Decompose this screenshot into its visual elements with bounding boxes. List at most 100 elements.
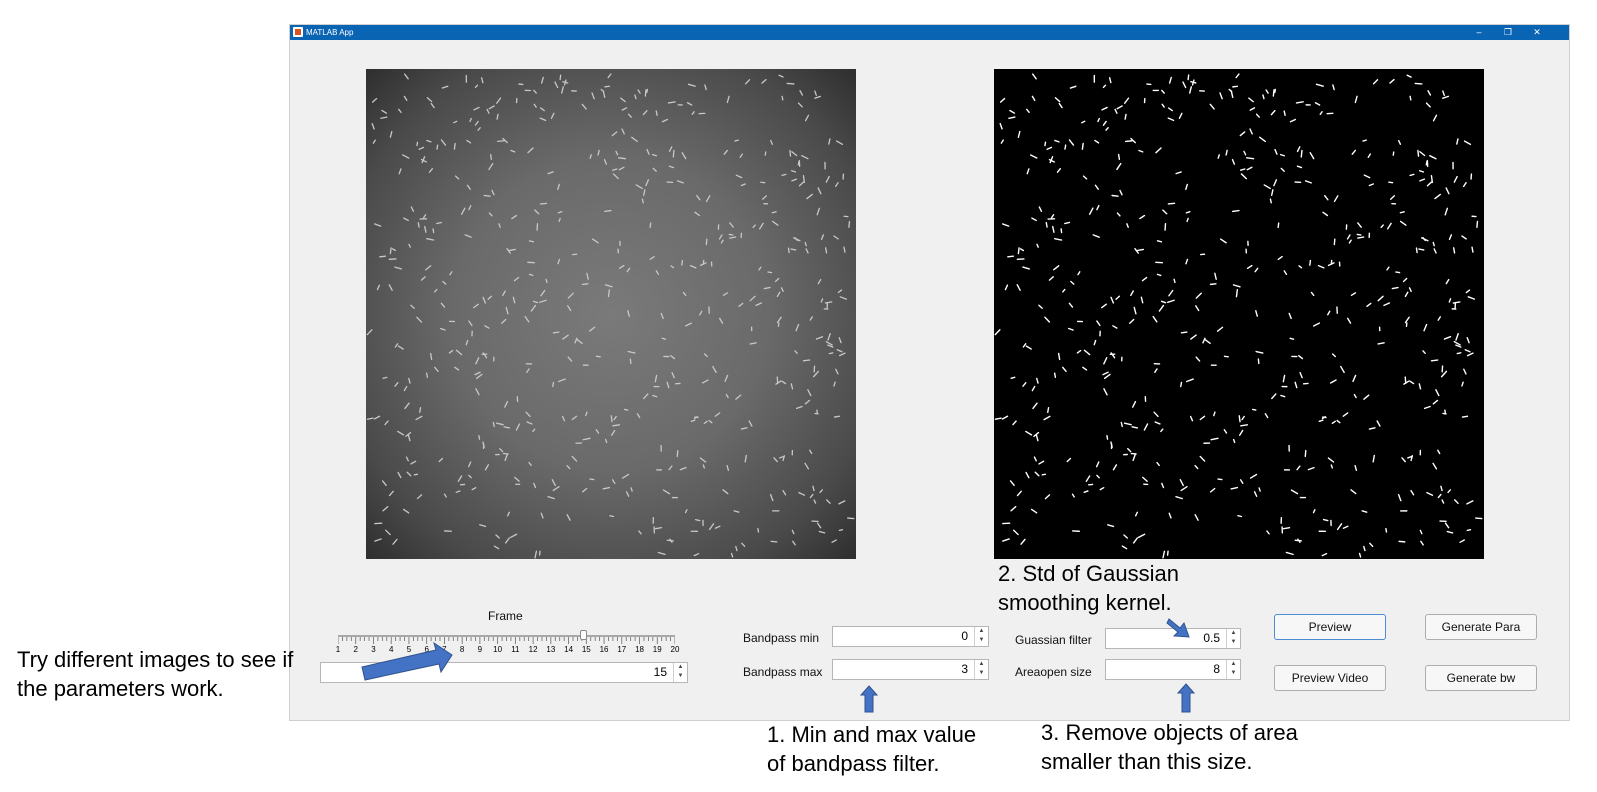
annotation-bandpass-line1: 1. Min and max value [767,722,977,747]
particle [612,173,619,180]
close-icon[interactable]: ✕ [1533,27,1541,37]
particle [1082,175,1088,180]
particle [482,441,485,448]
particle [464,234,472,238]
particle [449,271,453,276]
particle [600,88,605,93]
particle [1249,107,1256,111]
particle [1318,419,1324,423]
frame-spinner-arrows[interactable]: ▲ ▼ [673,663,687,682]
particle [604,85,611,88]
particle [1465,289,1471,294]
particle [562,81,569,84]
particle [1095,461,1100,468]
particle [1025,471,1030,479]
particle [1161,103,1165,108]
particle [1442,90,1446,97]
particle [1001,415,1009,420]
particle [782,489,787,496]
particle [1297,538,1301,543]
particle [567,305,572,312]
particle [380,116,388,119]
bandpass-min-spinner[interactable]: 0 ▲ ▼ [832,626,989,647]
particle [722,489,729,495]
particle [791,178,798,182]
particle [1461,235,1467,240]
particle [1185,183,1189,191]
particle [1124,140,1133,143]
frame-slider-thumb[interactable] [580,630,587,640]
gaussian-filter-value: 0.5 [1203,631,1220,645]
particle [769,493,774,502]
bandpass-max-arrows[interactable]: ▲ ▼ [974,660,988,679]
bandpass-max-spinner[interactable]: 3 ▲ ▼ [832,659,989,680]
minimize-icon[interactable]: – [1476,27,1482,37]
particle [1444,207,1449,216]
particle [493,545,500,550]
particle [589,478,595,481]
particle [1447,489,1452,494]
particle [1034,471,1040,477]
particle [1178,112,1183,119]
particle [1444,409,1447,415]
preview-button[interactable]: Preview [1274,614,1386,640]
areaopen-size-spinner[interactable]: 8 ▲ ▼ [1105,659,1241,680]
particle [455,490,461,493]
generate-para-button[interactable]: Generate Para [1425,614,1537,640]
particle [1235,73,1240,79]
particle [582,437,591,441]
particle [994,417,1002,420]
particle [496,113,499,120]
bandpass-min-arrows[interactable]: ▲ ▼ [974,627,988,646]
particle [762,195,767,200]
particle [1404,291,1409,298]
particle [702,464,705,469]
particle [1112,464,1118,471]
particle [571,415,578,421]
particle [1243,150,1247,156]
particle [1167,117,1175,122]
particle [795,323,800,332]
frame-slider[interactable] [338,635,675,637]
particle [839,296,848,300]
particle [724,374,729,382]
particle [1182,81,1187,89]
particle [1452,247,1456,254]
particle [1327,457,1335,463]
particle [1251,408,1257,411]
particle [434,366,439,372]
particle [1425,102,1431,108]
particle [689,264,697,269]
frame-label: Frame [488,609,523,623]
particle [539,202,548,205]
gaussian-filter-label: Guassian filter [1015,633,1092,647]
particle [703,353,708,358]
particle [780,287,784,292]
particle [381,109,388,114]
particle [1194,514,1199,521]
particle [1304,180,1312,184]
preview-video-button[interactable]: Preview Video [1274,665,1386,691]
particle [394,382,399,387]
particle [488,162,494,171]
particle [809,449,813,455]
particle [1044,141,1047,147]
particle [1105,127,1109,131]
particle [828,138,831,145]
particle [1190,81,1197,84]
particle [504,400,509,408]
particle [1249,128,1253,135]
particle [1195,305,1200,312]
particle [436,221,443,225]
generate-bw-button[interactable]: Generate bw [1425,665,1537,691]
particle [589,154,592,159]
particle [576,339,583,345]
particle [802,175,805,184]
particle [1386,222,1392,230]
particle [533,89,537,94]
particle [1466,337,1470,344]
areaopen-size-arrows[interactable]: ▲ ▼ [1226,660,1240,679]
particle [1466,529,1472,532]
restore-icon[interactable]: ❐ [1503,27,1513,37]
gaussian-filter-arrows[interactable]: ▲ ▼ [1226,629,1240,648]
